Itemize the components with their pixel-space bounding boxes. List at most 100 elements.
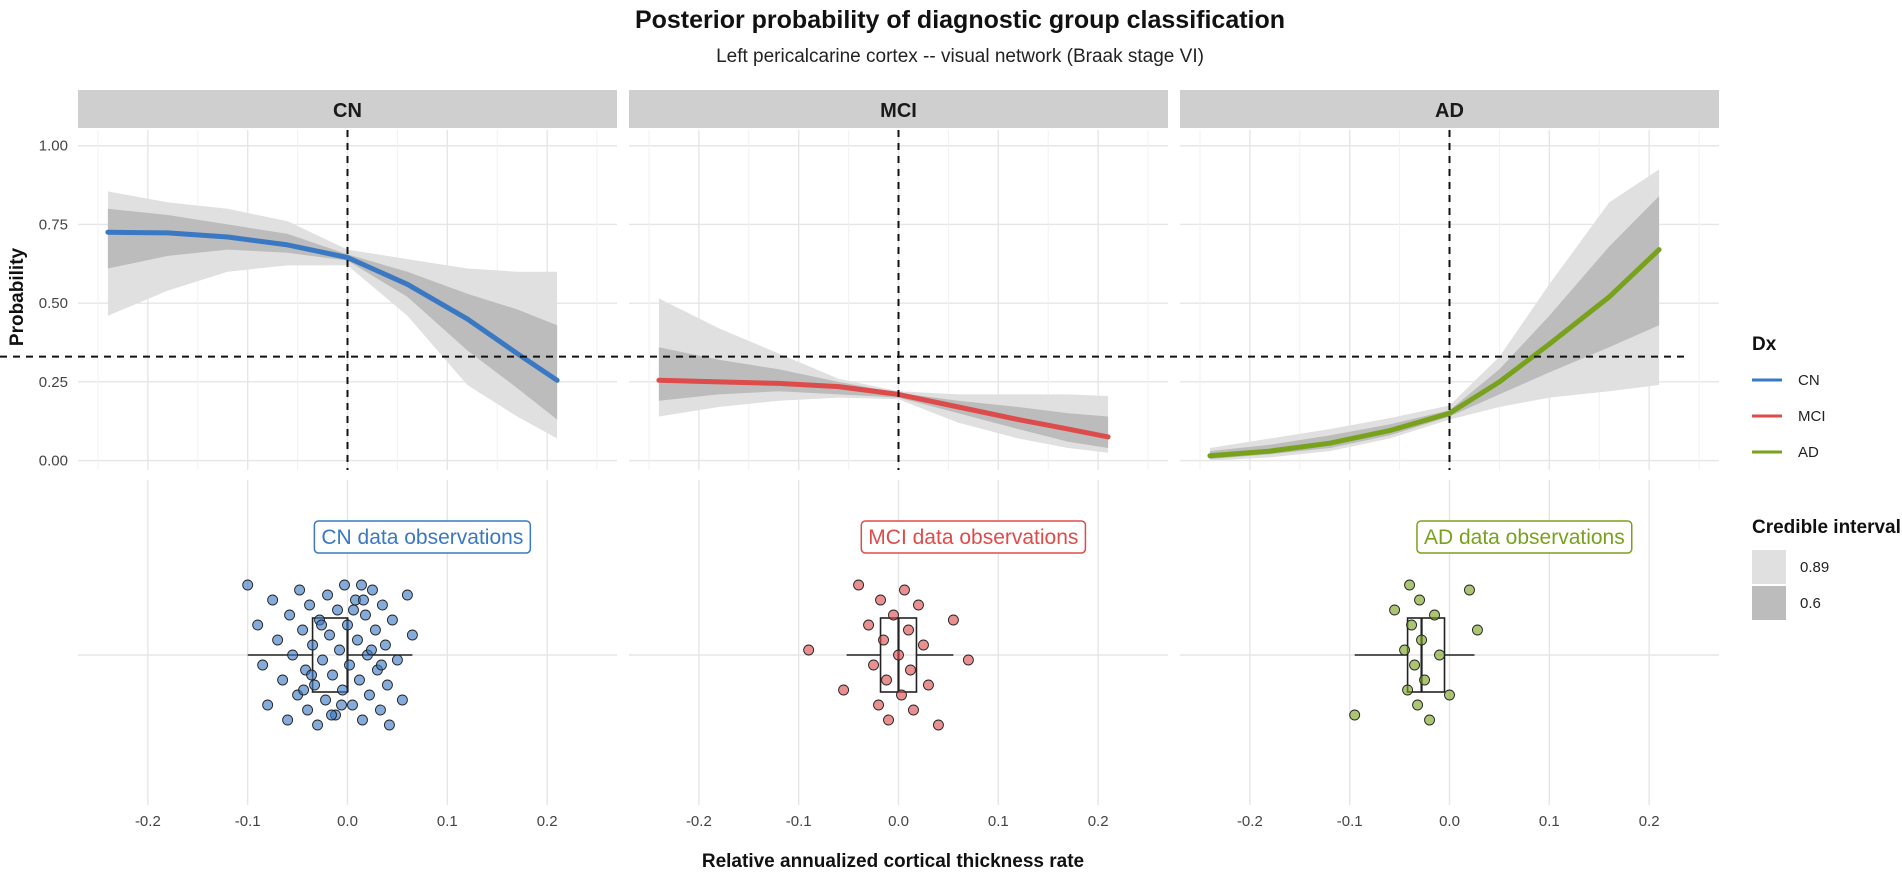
observation-point: [1409, 659, 1421, 671]
facet-panels: CN 0.00 0.25 0.50 0.75 1.00 -0.2 -0.1 0.0 0.1 0.2 C…: [0, 90, 1719, 830]
chart-subtitle: Left pericalcarine cortex -- visual netw…: [716, 46, 1204, 67]
legend-label-ci-1: 0.6: [1800, 595, 1821, 612]
observation-point: [262, 699, 274, 711]
observation-point: [272, 634, 284, 646]
observations-label-box: [313, 520, 532, 554]
observation-point: [947, 614, 959, 626]
observation-point: [374, 704, 386, 716]
observation-point: [883, 714, 894, 726]
observation-point: [1414, 594, 1426, 606]
observation-point: [375, 659, 387, 671]
observation-point: [383, 719, 395, 731]
x-tick-label: -0.2: [686, 813, 712, 830]
observation-point: [336, 699, 347, 711]
observation-point: [317, 654, 328, 666]
observation-point: [257, 659, 269, 671]
observation-point: [875, 594, 886, 606]
observation-point: [878, 634, 889, 646]
observation-point: [401, 589, 413, 601]
observation-point: [322, 589, 333, 601]
observation-point: [294, 584, 306, 596]
observation-point: [888, 609, 899, 621]
observation-point: [863, 619, 875, 631]
observation-point: [366, 644, 377, 656]
observation-point: [364, 689, 375, 701]
observation-point: [1404, 579, 1416, 591]
legend: Dx CN MCI AD Credible interval 0.89 0.6: [1752, 334, 1901, 620]
observation-point: [307, 639, 319, 651]
observation-point: [873, 699, 884, 711]
x-tick-label: 0.1: [437, 813, 458, 830]
observations-label-box: [860, 520, 1087, 554]
observation-point: [252, 619, 264, 631]
observation-point: [1399, 644, 1411, 656]
observation-point: [932, 719, 944, 731]
ci89-band: [1209, 169, 1660, 461]
observation-point: [1419, 674, 1430, 686]
ci89-band: [107, 191, 558, 439]
observation-point: [312, 719, 324, 731]
x-tick-label: 0.1: [1539, 813, 1560, 830]
legend-label-mci: MCI: [1798, 408, 1826, 425]
observation-point: [386, 614, 398, 626]
observation-point: [1424, 714, 1435, 726]
mean-line-ad: [1207, 247, 1662, 459]
observations-label: MCI data observations: [868, 526, 1078, 549]
legend-ci-title: Credible interval: [1752, 517, 1901, 538]
observation-point: [1389, 604, 1401, 616]
observation-point: [277, 674, 289, 686]
observation-point: [838, 684, 850, 696]
observation-point: [1464, 584, 1475, 596]
x-tick-label: -0.2: [1237, 813, 1263, 830]
facet-strip-label: MCI: [880, 100, 917, 122]
x-tick-label: -0.1: [235, 813, 261, 830]
x-axis-title: Relative annualized cortical thickness r…: [702, 851, 1084, 872]
observation-point: [337, 684, 348, 696]
observation-point: [1412, 699, 1424, 711]
observation-point: [853, 579, 865, 591]
observation-point: [352, 634, 363, 646]
observation-point: [357, 714, 368, 726]
legend-dx-title: Dx: [1752, 334, 1777, 355]
observation-point: [242, 579, 254, 591]
observation-point: [344, 659, 355, 671]
observation-point: [1429, 609, 1440, 621]
facet-strip: [1180, 90, 1719, 128]
observation-point: [908, 704, 919, 716]
observation-point: [347, 699, 358, 711]
observation-point: [406, 629, 418, 641]
observation-point: [348, 604, 359, 616]
observation-point: [302, 704, 314, 716]
observation-point: [306, 669, 318, 681]
observation-point: [376, 599, 388, 611]
observation-point: [918, 639, 929, 651]
y-tick-label: 0.75: [39, 216, 68, 233]
observation-point: [358, 594, 369, 606]
observation-point: [913, 599, 924, 611]
facet-strip: [78, 90, 617, 128]
x-tick-label: -0.1: [786, 813, 812, 830]
panel-ad: AD -0.2 -0.1 0.0 0.1 0.2 AD data observations: [1180, 90, 1719, 830]
observation-point: [1406, 619, 1418, 631]
observation-point: [309, 679, 321, 691]
observation-point: [396, 694, 408, 706]
observation-point: [367, 584, 378, 596]
observations-label: AD data observations: [1424, 526, 1625, 549]
observation-point: [903, 624, 914, 636]
observation-point: [1349, 709, 1361, 721]
y-tick-label: 0.00: [39, 453, 68, 470]
observation-point: [1402, 684, 1414, 696]
observation-point: [282, 714, 294, 726]
x-tick-label: 0.1: [988, 813, 1009, 830]
ci60-band: [658, 347, 1109, 448]
panel-cn: CN 0.00 0.25 0.50 0.75 1.00 -0.2 -0.1 0.0 0.1 0.2 C…: [39, 90, 617, 830]
ci60-band: [107, 208, 558, 420]
observation-point: [922, 679, 934, 691]
x-tick-label: 0.0: [1439, 813, 1460, 830]
facet-strip-label: AD: [1435, 100, 1464, 122]
observation-point: [298, 684, 310, 696]
observation-point: [320, 694, 331, 706]
legend-key-ci-1: [1752, 586, 1786, 620]
y-tick-label: 0.25: [39, 374, 68, 391]
